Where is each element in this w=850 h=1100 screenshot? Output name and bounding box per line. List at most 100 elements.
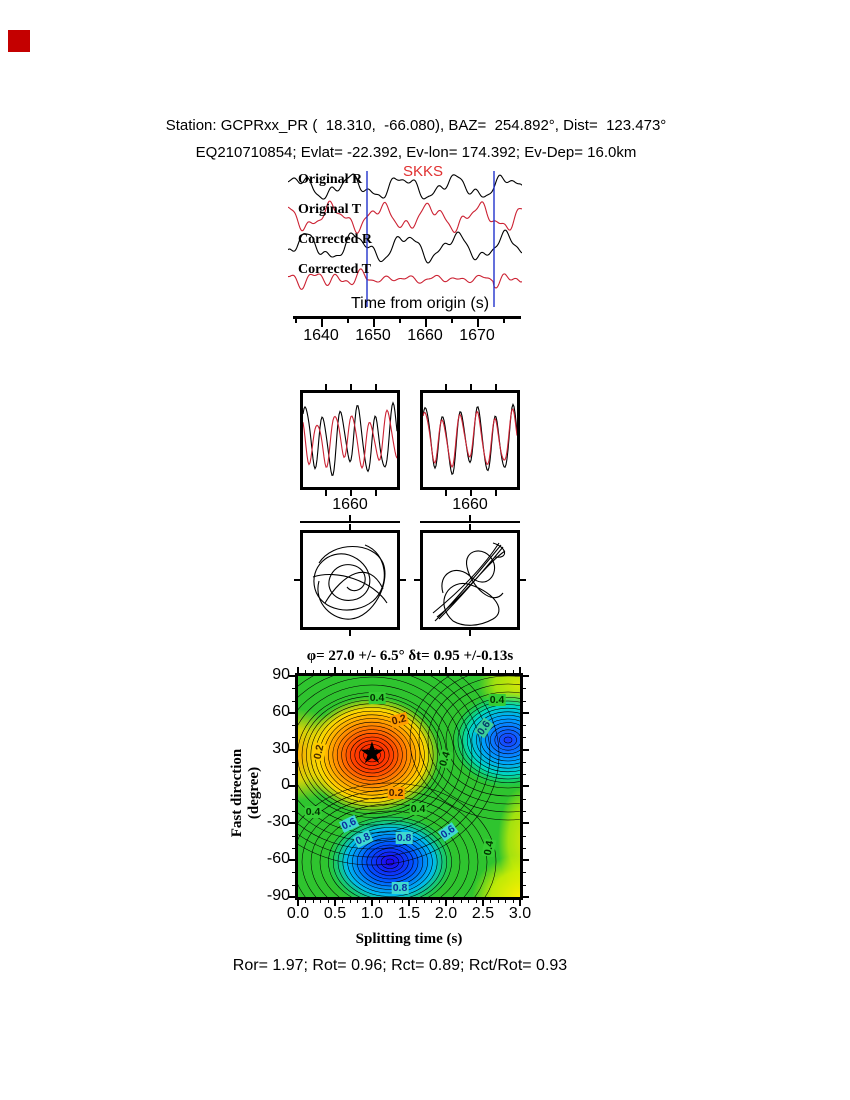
tick-mark	[416, 670, 417, 673]
tick-mark	[523, 675, 529, 677]
tick-mark	[292, 774, 295, 775]
tick-mark	[445, 667, 447, 673]
contour-line	[298, 782, 497, 897]
tick-mark	[520, 579, 526, 581]
tick-mark	[292, 848, 295, 849]
tick-mark	[482, 667, 484, 673]
tick-mark	[453, 900, 454, 903]
tick-mark	[523, 701, 526, 702]
contour-value-label: 0.4	[488, 694, 506, 706]
time-tick-label: 1670	[459, 327, 495, 344]
seismogram-traces	[288, 171, 522, 307]
contour-line	[418, 676, 520, 813]
tick-mark	[313, 900, 314, 903]
contour-line	[328, 718, 416, 792]
tick-mark	[523, 688, 526, 689]
tick-mark	[519, 667, 521, 673]
tick-mark	[468, 900, 469, 903]
contour-value-label: 0.2	[389, 712, 409, 728]
tick-mark	[289, 896, 295, 898]
tick-mark	[342, 670, 343, 673]
contour-line	[503, 736, 513, 744]
particle-motion-box-uncorrected	[300, 530, 400, 630]
tick-mark	[292, 885, 295, 886]
contour-line	[354, 740, 390, 770]
tick-mark	[328, 900, 329, 903]
tick-mark	[505, 670, 506, 673]
tick-mark	[468, 670, 469, 673]
contour-line	[363, 747, 381, 763]
tick-mark	[470, 490, 472, 496]
tick-mark	[470, 384, 472, 390]
tick-mark	[513, 670, 514, 673]
corrected-t-trace	[288, 268, 522, 290]
tick-mark	[292, 725, 295, 726]
contour-title: φ= 27.0 +/- 6.5° δt= 0.95 +/-0.13s	[306, 648, 514, 664]
contour-value-label: 0.4	[368, 692, 386, 704]
contour-line	[347, 830, 433, 894]
tick-mark	[414, 579, 420, 581]
compare-left-tick-label: 1660	[332, 496, 368, 513]
particle-path	[313, 544, 385, 611]
tick-mark	[379, 670, 380, 673]
tick-mark	[425, 319, 427, 327]
splitting-time-tick-label: 1.0	[360, 905, 384, 922]
contour-line	[499, 733, 517, 747]
tick-mark	[289, 859, 295, 861]
fast-direction-tick-label: 30	[272, 740, 290, 757]
waveform-compare-box-left	[300, 390, 400, 490]
tick-mark	[334, 667, 336, 673]
contour-line	[367, 751, 377, 759]
tick-mark	[350, 900, 351, 903]
tick-mark	[424, 670, 425, 673]
tick-mark	[394, 900, 395, 903]
quality-ratios-text: Ror= 1.97; Rot= 0.96; Rct= 0.89; Rct/Rot…	[232, 957, 568, 974]
tick-mark	[498, 900, 499, 903]
event-title: EQ210710854; Evlat= -22.392, Ev-lon= 174…	[195, 144, 637, 161]
tick-mark	[371, 667, 373, 673]
contour-value-label: 0.6	[474, 717, 494, 739]
tick-mark	[334, 900, 336, 906]
tick-mark	[523, 822, 529, 824]
contour-value-label: 0.4	[409, 803, 427, 815]
fast-direction-tick-label: 60	[272, 703, 290, 720]
tick-mark	[313, 670, 314, 673]
tick-mark	[289, 749, 295, 751]
contour-line	[356, 837, 424, 887]
tick-mark	[461, 670, 462, 673]
tick-mark	[292, 836, 295, 837]
tick-mark	[469, 630, 471, 636]
tick-mark	[387, 670, 388, 673]
splitting-time-tick-label: 2.0	[434, 905, 458, 922]
station-title: Station: GCPRxx_PR ( 18.310, -66.080), B…	[165, 117, 667, 134]
time-tick-label: 1660	[407, 327, 443, 344]
tick-mark	[445, 490, 447, 496]
tick-mark	[445, 384, 447, 390]
compare-right-axis-line	[420, 521, 520, 523]
transverse-trace	[423, 408, 517, 469]
contour-line	[319, 810, 461, 897]
best-fit-star-marker: ★	[358, 736, 386, 770]
particle-motion-uncorrected	[312, 544, 388, 620]
tick-mark	[523, 885, 526, 886]
contour-line	[358, 744, 386, 766]
tick-mark	[294, 579, 300, 581]
tick-mark	[305, 670, 306, 673]
tick-mark	[402, 900, 403, 903]
contour-line	[476, 715, 520, 765]
tick-mark	[400, 579, 406, 581]
tick-mark	[523, 799, 526, 800]
contour-value-label: 0.8	[391, 882, 409, 894]
contour-line	[376, 851, 404, 873]
contour-line	[409, 676, 520, 821]
fast-direction-tick-label: -90	[266, 887, 290, 904]
contour-line	[310, 803, 470, 897]
original-t-trace	[288, 200, 522, 234]
trace-label-corrected-t: Corrected T	[298, 262, 371, 277]
contour-line	[380, 855, 400, 869]
tick-mark	[371, 900, 373, 906]
tick-mark	[476, 670, 477, 673]
trace-label-corrected-r: Corrected R	[298, 232, 372, 247]
tick-mark	[292, 799, 295, 800]
tick-mark	[292, 701, 295, 702]
